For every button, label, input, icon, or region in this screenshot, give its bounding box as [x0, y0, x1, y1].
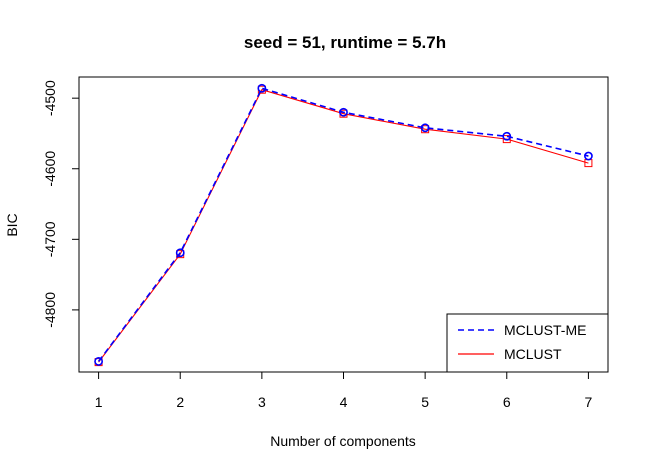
y-axis: -4800 -4700 -4600 -4500	[42, 80, 79, 328]
x-tick-label: 3	[258, 394, 266, 410]
data-point-mclust-me	[502, 131, 512, 141]
y-tick-label: -4600	[42, 151, 58, 187]
x-tick-label: 6	[503, 394, 511, 410]
series-layer	[94, 83, 593, 367]
x-axis-label: Number of components	[270, 433, 416, 449]
legend: MCLUST-ME MCLUST	[446, 313, 609, 373]
data-point-mclust-me	[420, 123, 430, 133]
y-tick-label: -4800	[42, 292, 58, 328]
y-tick-label: -4500	[42, 80, 58, 116]
y-axis-label: BIC	[4, 213, 20, 236]
x-tick-label: 1	[95, 394, 103, 410]
x-axis: 1 2 3 4 5 6 7	[95, 372, 593, 410]
x-tick-label: 2	[176, 394, 184, 410]
series-line-mclust-me	[97, 87, 589, 362]
legend-label-mclust: MCLUST	[504, 346, 562, 362]
data-point-mclust-me	[584, 151, 593, 161]
y-tick-label: -4700	[42, 221, 58, 257]
data-point-mclust	[502, 135, 511, 144]
data-point-mclust-me	[175, 248, 185, 258]
data-point-mclust-me	[339, 107, 348, 117]
chart-title: seed = 51, runtime = 5.7h	[244, 33, 446, 52]
x-tick-label: 5	[421, 394, 429, 410]
legend-label-mclust-me: MCLUST-ME	[504, 322, 586, 338]
legend-box	[446, 313, 609, 373]
data-point-mclust-me	[94, 357, 103, 366]
x-tick-label: 4	[340, 394, 348, 410]
data-point-mclust-me	[257, 83, 267, 93]
x-tick-label: 7	[585, 394, 593, 410]
